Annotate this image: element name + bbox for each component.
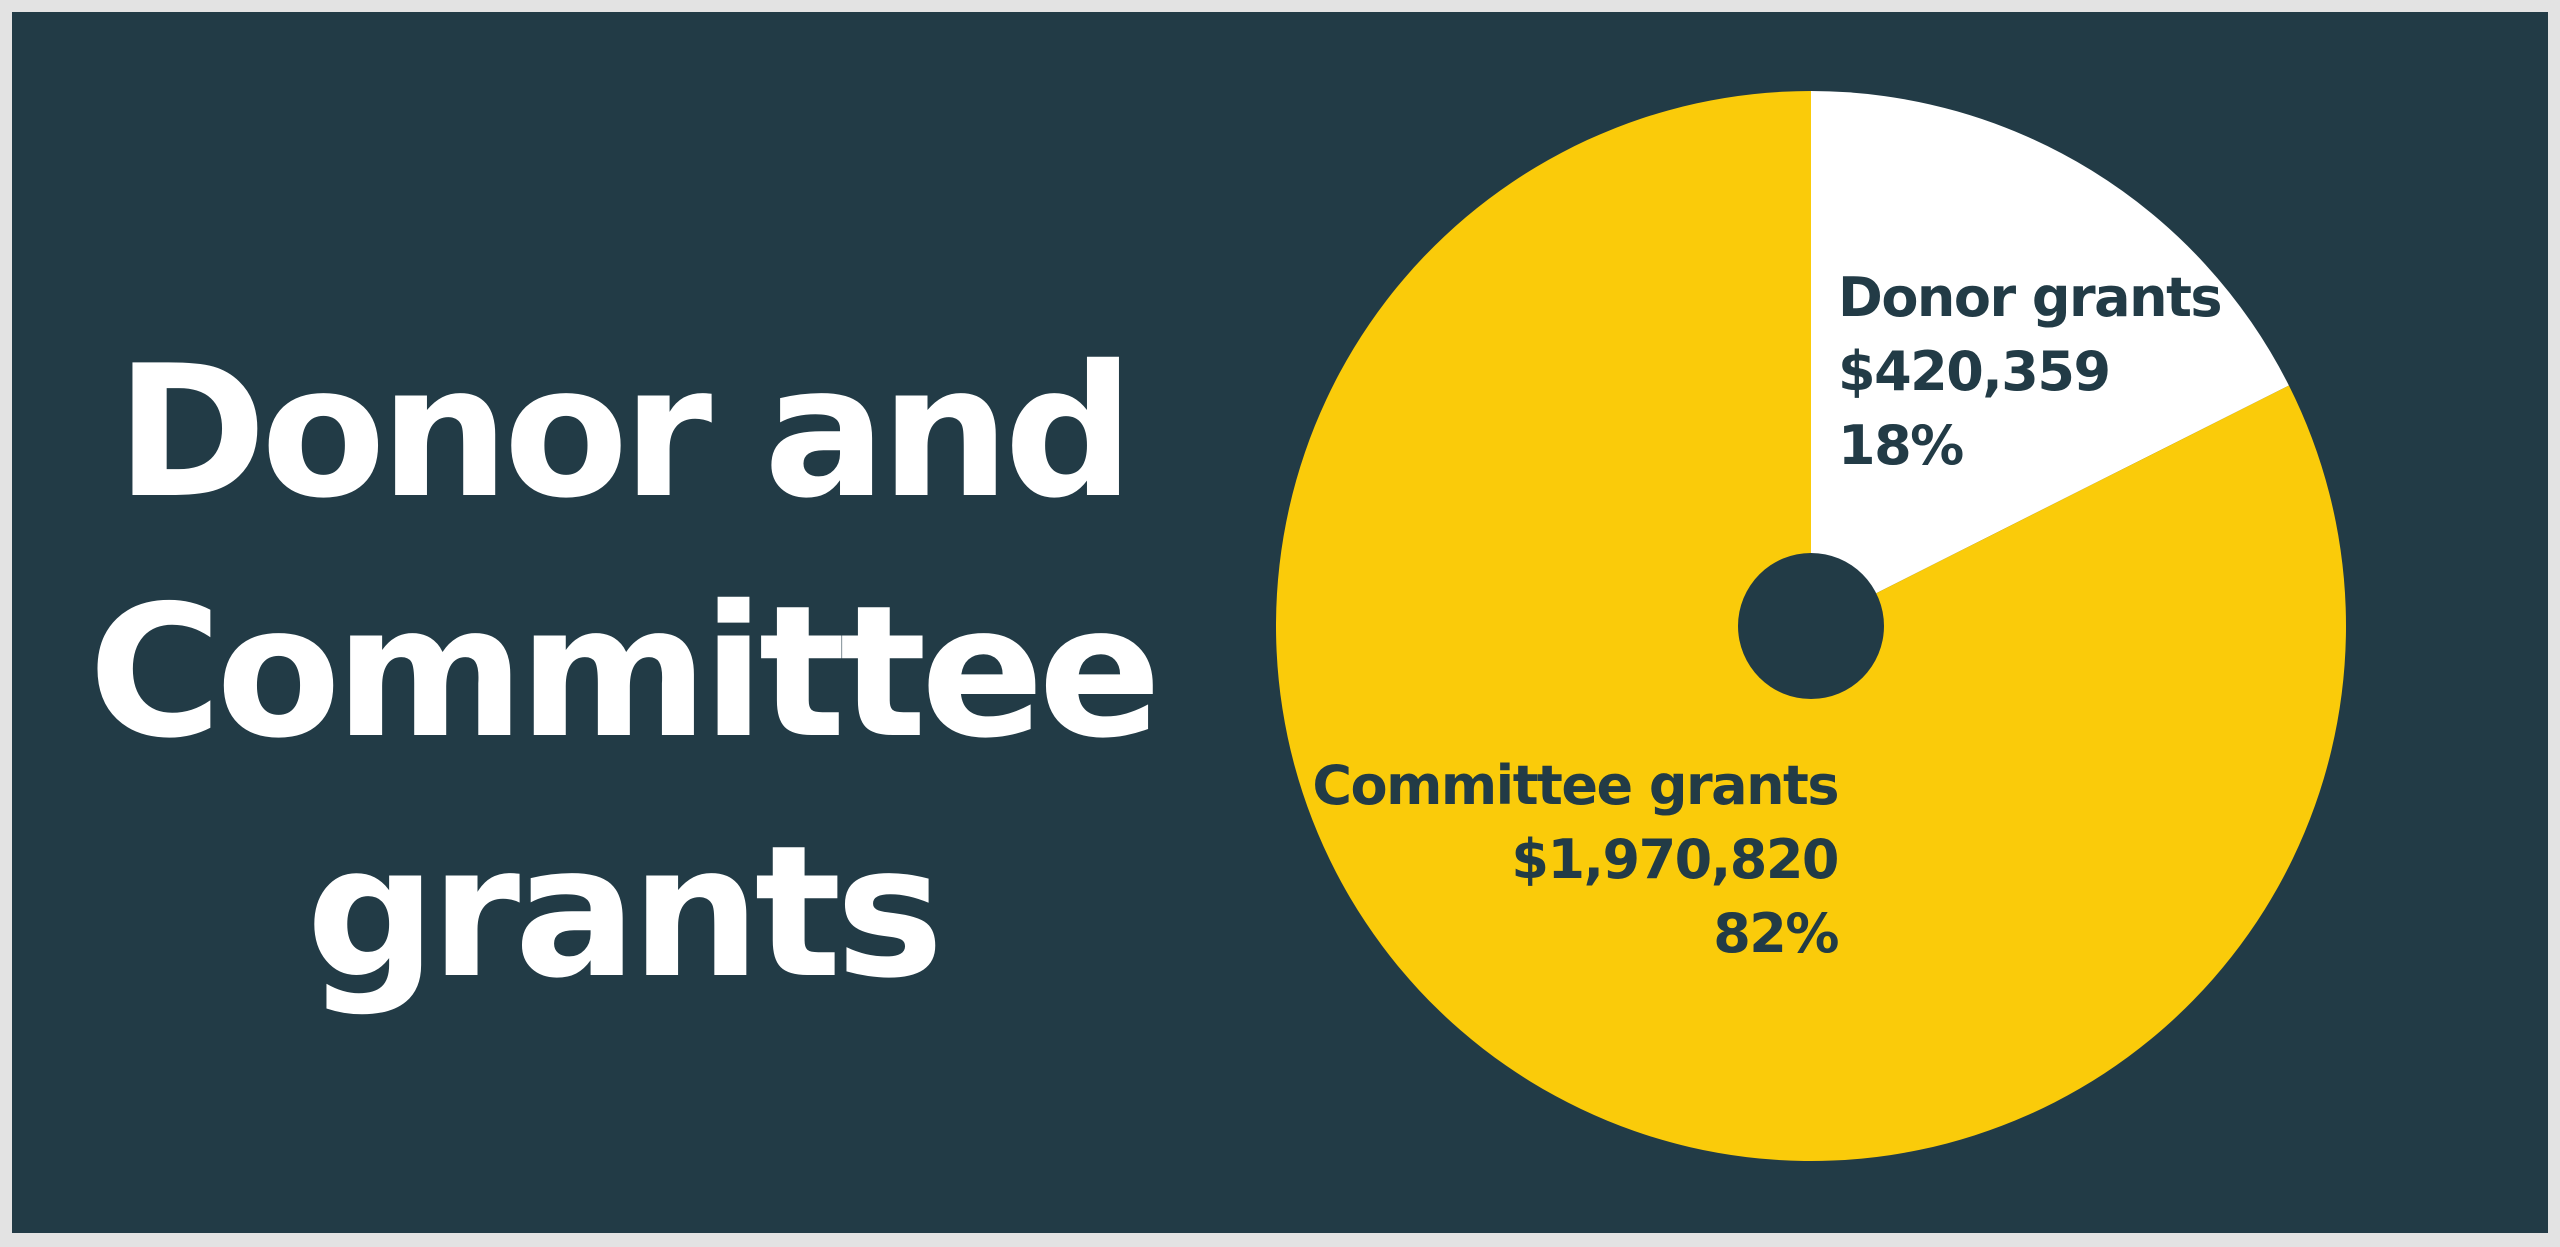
pie-center-hole bbox=[1738, 553, 1884, 699]
title-line-2: Committee bbox=[88, 566, 1161, 778]
slice-value-donor-grants: $420,359 bbox=[1838, 340, 2110, 403]
title-line-1: Donor and bbox=[115, 326, 1135, 538]
slide-background: Donor and Committee grants Donor grants … bbox=[12, 12, 2548, 1233]
slice-percent-donor-grants: 18% bbox=[1838, 414, 1963, 477]
pie-chart: Donor grants $420,359 18% Committee gran… bbox=[1275, 91, 2346, 1161]
slice-name-donor-grants: Donor grants bbox=[1838, 266, 2221, 329]
slice-label-donor-grants: Donor grants $420,359 18% bbox=[1838, 266, 2223, 477]
slice-name-committee-grants: Committee grants bbox=[1312, 754, 1838, 817]
slice-percent-committee-grants: 82% bbox=[1713, 902, 1838, 965]
title-line-3: grants bbox=[306, 806, 944, 1018]
pie-slice-donor-grants bbox=[1811, 91, 2289, 626]
slice-value-committee-grants: $1,970,820 bbox=[1511, 828, 1838, 891]
slice-label-committee-grants: Committee grants $1,970,820 82% bbox=[1312, 754, 1839, 965]
chart-title: Donor and Committee grants bbox=[72, 312, 1172, 1032]
